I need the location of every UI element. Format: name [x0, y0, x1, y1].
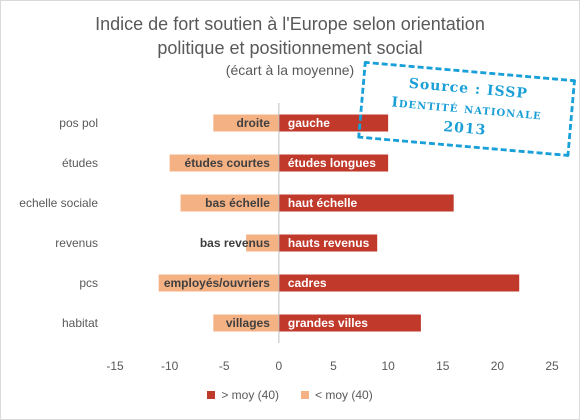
- chart-legend: > moy (40) < moy (40): [0, 388, 580, 402]
- x-tick-label: 10: [381, 359, 395, 373]
- chart-title-line-1: Indice de fort soutien à l'Europe selon …: [95, 14, 485, 34]
- bar-above-average: [278, 114, 389, 132]
- x-tick-label: -10: [161, 359, 179, 373]
- bar-label-below-average: droite: [237, 116, 271, 130]
- x-tick-label: -5: [219, 359, 230, 373]
- bar-label-below-average: bas échelle: [205, 196, 270, 210]
- bar-above-average: [278, 274, 520, 292]
- bar-above-average: [278, 154, 389, 172]
- bar-label-below-average: études courtes: [185, 156, 271, 170]
- category-label: pos pol: [59, 116, 98, 130]
- category-label: habitat: [62, 316, 99, 330]
- bar-label-above-average: haut échelle: [288, 196, 358, 210]
- bar-label-below-average: employés/ouvriers: [164, 276, 270, 290]
- legend-item-above-average[interactable]: > moy (40): [207, 388, 279, 402]
- bar-label-above-average: gauche: [288, 116, 330, 130]
- x-tick-label: 15: [436, 359, 450, 373]
- legend-swatch-below-average: [301, 391, 309, 399]
- bar-below-average: [169, 154, 279, 172]
- chart-title-line-2: politique et positionnement social: [157, 38, 423, 58]
- bar-below-average: [213, 314, 279, 332]
- legend-label-above-average: > moy (40): [221, 388, 279, 402]
- bar-above-average: [278, 234, 378, 252]
- legend-swatch-above-average: [207, 391, 216, 399]
- x-tick-label: -15: [106, 359, 124, 373]
- bar-label-below-average: bas revenus: [200, 236, 270, 250]
- legend-item-below-average[interactable]: < moy (40): [301, 388, 373, 402]
- x-tick-label: 5: [330, 359, 337, 373]
- source-stamp-line-3: 2013: [442, 118, 487, 139]
- bar-label-above-average: études longues: [288, 156, 376, 170]
- bar-above-average: [278, 314, 421, 332]
- category-label: pcs: [79, 276, 98, 290]
- chart-subtitle: (écart à la moyenne): [225, 62, 355, 78]
- bar-above-average: [278, 194, 454, 212]
- x-tick-label: 20: [491, 359, 505, 373]
- bar-below-average: [180, 194, 279, 212]
- category-label: études: [62, 156, 98, 170]
- bar-label-below-average: villages: [226, 316, 270, 330]
- bar-label-above-average: cadres: [288, 276, 327, 290]
- bar-below-average: [158, 274, 279, 292]
- bar-label-above-average: hauts revenus: [288, 236, 370, 250]
- bar-below-average: [213, 114, 279, 132]
- x-tick-label: 25: [545, 359, 559, 373]
- x-tick-label: 0: [276, 359, 283, 373]
- category-label: echelle sociale: [19, 196, 98, 210]
- category-label: revenus: [55, 236, 98, 250]
- bar-below-average: [246, 234, 279, 252]
- legend-label-below-average: < moy (40): [315, 388, 373, 402]
- bar-label-above-average: grandes villes: [288, 316, 368, 330]
